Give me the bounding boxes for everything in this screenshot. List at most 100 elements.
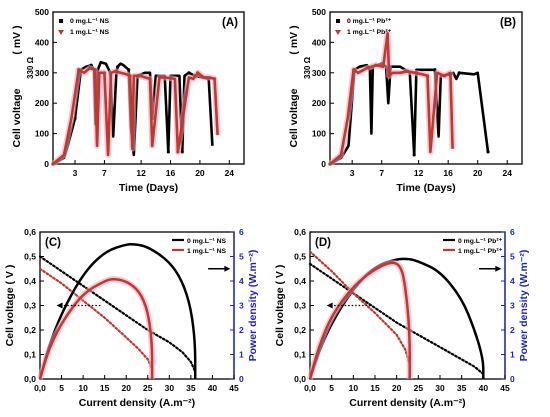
x-tick-label: 25 xyxy=(143,383,153,393)
data-point xyxy=(116,65,120,69)
data-point xyxy=(387,74,391,78)
data-point xyxy=(213,77,217,81)
polarization-curve xyxy=(308,262,485,376)
y-tick-label: 0,4 xyxy=(294,276,306,286)
y2-axis-label: Power density (W.m⁻²) xyxy=(247,250,259,362)
x-tick-label: 16 xyxy=(443,168,453,178)
x-axis-label: Current density (A.m⁻²) xyxy=(79,397,195,409)
y-tick-label: 0 xyxy=(321,159,326,169)
legend-label: 0 mg.L⁻¹ Pb²⁺ xyxy=(458,238,503,245)
data-point xyxy=(457,71,461,75)
x-axis-label: Time (Days) xyxy=(119,182,178,194)
legend-label: 1 mg.L⁻¹ Pb²⁺ xyxy=(347,29,392,36)
x-tick-label: 24 xyxy=(225,168,235,178)
x-axis-label: Current density (A.m⁻²) xyxy=(349,397,465,409)
data-point xyxy=(166,150,170,154)
data-point xyxy=(127,68,131,72)
x-tick-label: 20 xyxy=(473,168,483,178)
y2-tick-label: 5 xyxy=(510,252,515,262)
x-tick-label: 16 xyxy=(166,168,176,178)
y-tick-label: 0,6 xyxy=(24,227,36,237)
y-tick-label: 500 xyxy=(312,7,326,17)
y2-tick-label: 4 xyxy=(239,276,244,286)
x-tick-label: 12 xyxy=(136,168,146,178)
polarization-curve xyxy=(38,255,197,373)
polarization-curve xyxy=(38,267,154,371)
data-point xyxy=(176,150,180,154)
x-tick-label: 5 xyxy=(59,383,64,393)
x-tick-label: 20 xyxy=(195,168,205,178)
data-point xyxy=(425,74,430,78)
legend-label: 1 mg.L⁻¹ NS xyxy=(70,29,110,36)
legend-label: 0 mg.L⁻¹ Pb²⁺ xyxy=(347,18,392,25)
x-tick-label: 30 xyxy=(165,383,175,393)
y-tick-label: 0,5 xyxy=(294,252,306,262)
y-tick-label: 400 xyxy=(35,37,49,47)
power-arrow-head xyxy=(224,265,231,272)
panel-1: 3 7 12 16 20 24 0 100 200 300 400 500 Time (Days) Cel… xyxy=(288,7,523,194)
panel-3: 0,0 5 10 15 20 25 30 35 40 450,00,10,20,30,40,50,… xyxy=(274,227,530,409)
y-tick-label: 0,4 xyxy=(24,276,36,286)
y2-tick-label: 1 xyxy=(510,350,515,360)
polarization-curve xyxy=(308,250,411,366)
x-tick-label: 7 xyxy=(102,168,107,178)
voltage-arrow-head xyxy=(56,302,63,309)
data-point xyxy=(138,74,142,78)
y-tick-label: 0,1 xyxy=(24,350,36,360)
x-tick-label: 40 xyxy=(479,383,489,393)
y2-tick-label: 5 xyxy=(239,252,244,262)
x-tick-label: 45 xyxy=(500,383,510,393)
y2-tick-label: 1 xyxy=(239,350,244,360)
data-point xyxy=(187,71,191,75)
data-point xyxy=(128,74,132,78)
y-tick-label: 300 xyxy=(312,68,326,78)
plot-frame xyxy=(52,11,245,165)
data-point xyxy=(405,69,410,73)
y-tick-label: 100 xyxy=(35,129,49,139)
panel-0: 3 7 12 16 20 24 0 100 200 300 400 500 Time (Days) Cel… xyxy=(11,7,245,194)
panel-label: (D) xyxy=(315,237,331,249)
y2-tick-label: 0 xyxy=(510,374,515,384)
y-tick-label: 300 xyxy=(35,68,49,78)
x-tick-label: 3 xyxy=(73,168,78,178)
x-tick-label: 10 xyxy=(349,383,359,393)
data-point xyxy=(77,68,81,72)
y-tick-label: 0,3 xyxy=(24,301,36,311)
x-tick-label: 40 xyxy=(208,383,218,393)
legend-label: 0 mg.L⁻¹ NS xyxy=(187,238,227,245)
y2-tick-label: 2 xyxy=(239,325,244,335)
y-tick-label: 0,2 xyxy=(24,325,36,335)
data-point xyxy=(442,74,447,78)
y-tick-label: 0,1 xyxy=(294,350,306,360)
y2-tick-label: 4 xyxy=(510,276,515,286)
legend-label: 1 mg.L⁻¹ Pb²⁺ xyxy=(458,248,503,255)
y2-axis-label: Power density (W.m⁻²) xyxy=(518,250,530,362)
y-tick-label: 500 xyxy=(35,7,49,17)
series-line xyxy=(329,31,454,166)
power-curve xyxy=(308,261,411,380)
x-tick-label: 25 xyxy=(414,383,424,393)
legend-label: 0 mg.L⁻¹ NS xyxy=(70,18,110,25)
y-tick-label: 0,2 xyxy=(294,325,306,335)
y-tick-label: 0,5 xyxy=(24,252,36,262)
legend-marker xyxy=(59,19,63,23)
series-line xyxy=(52,66,219,166)
x-tick-label: 10 xyxy=(78,383,88,393)
legend-label: 1 mg.L⁻¹ NS xyxy=(187,248,227,255)
y2-tick-label: 6 xyxy=(510,227,515,237)
y-axis-label: Cell voltage xyxy=(11,88,23,147)
data-point xyxy=(102,71,107,75)
x-tick-label: 35 xyxy=(457,383,467,393)
plot-frame xyxy=(329,11,523,165)
x-tick-label: 0,0 xyxy=(34,383,46,393)
y-tick-label: 0,0 xyxy=(294,374,306,384)
y-axis-label: Cell voltage xyxy=(288,88,300,147)
power-arrow-head xyxy=(495,265,502,272)
y-tick-label: 200 xyxy=(35,98,49,108)
x-tick-label: 35 xyxy=(186,383,196,393)
y-tick-label: 200 xyxy=(312,98,326,108)
y-tick-label: 0,0 xyxy=(24,374,36,384)
resistance-annotation: 330 Ω xyxy=(303,56,312,79)
y-axis-unit: ( mV ) xyxy=(288,25,300,54)
